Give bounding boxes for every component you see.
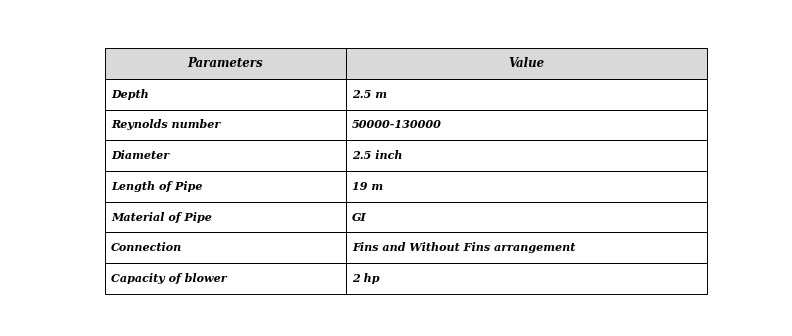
Bar [105, 171, 346, 202]
Bar [346, 202, 706, 233]
Bar [346, 48, 706, 79]
Bar [105, 171, 346, 202]
Bar [346, 79, 706, 110]
Bar [346, 263, 706, 294]
Text: 50000-130000: 50000-130000 [352, 119, 442, 130]
Bar [346, 202, 706, 233]
Text: Depth: Depth [111, 89, 149, 100]
Bar [346, 171, 706, 202]
Text: GI: GI [352, 212, 367, 222]
Bar [346, 233, 706, 263]
Bar [105, 263, 346, 294]
Text: Diameter: Diameter [111, 150, 169, 161]
Bar [346, 140, 706, 171]
Text: 2.5 inch: 2.5 inch [352, 150, 402, 161]
Bar [346, 140, 706, 171]
Text: 2 hp: 2 hp [352, 273, 379, 284]
Bar [346, 233, 706, 263]
Bar [105, 48, 346, 79]
Text: Value: Value [508, 57, 544, 70]
Bar [105, 233, 346, 263]
Bar [105, 110, 346, 140]
Bar [346, 110, 706, 140]
Text: Capacity of blower: Capacity of blower [111, 273, 227, 284]
Bar [105, 110, 346, 140]
Text: Material of Pipe: Material of Pipe [111, 212, 212, 222]
Bar [346, 171, 706, 202]
Bar [105, 79, 346, 110]
Bar [346, 110, 706, 140]
Bar [105, 263, 346, 294]
Text: 19 m: 19 m [352, 181, 383, 192]
Text: Reynolds number: Reynolds number [111, 119, 220, 130]
Text: Parameters: Parameters [188, 57, 263, 70]
Bar [346, 48, 706, 79]
Text: Fins and Without Fins arrangement: Fins and Without Fins arrangement [352, 242, 575, 253]
Bar [105, 79, 346, 110]
Bar [105, 140, 346, 171]
Bar [346, 263, 706, 294]
Bar [105, 202, 346, 233]
Text: 2.5 m: 2.5 m [352, 89, 386, 100]
Text: Length of Pipe: Length of Pipe [111, 181, 203, 192]
Bar [105, 140, 346, 171]
Bar [105, 202, 346, 233]
Text: Connection: Connection [111, 242, 182, 253]
Bar [105, 233, 346, 263]
Bar [346, 79, 706, 110]
Bar [105, 48, 346, 79]
